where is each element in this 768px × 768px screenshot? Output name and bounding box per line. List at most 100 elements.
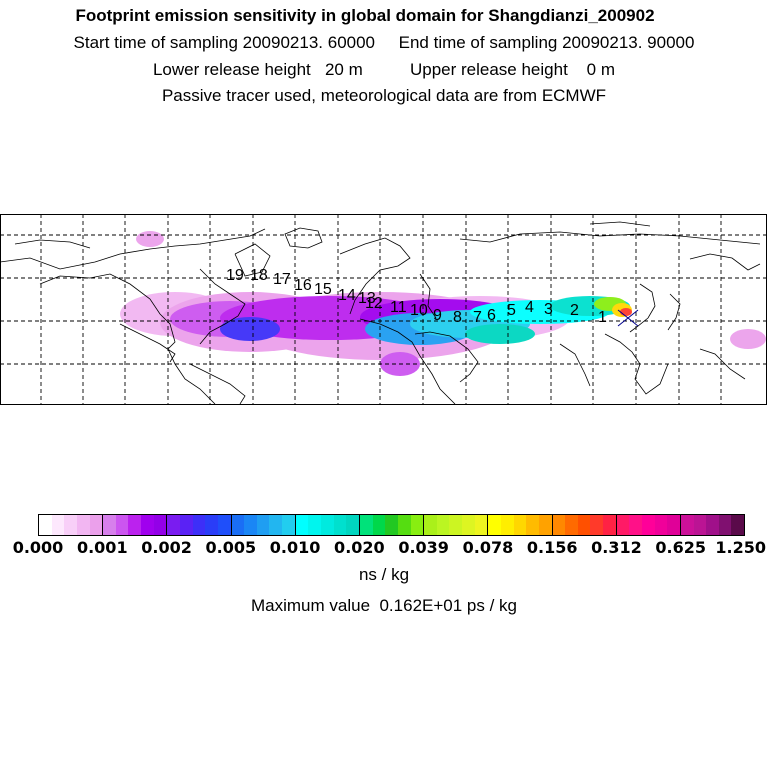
colorbar-swatch: [39, 515, 52, 535]
colorbar: [38, 514, 745, 536]
trajectory-label: 6: [487, 307, 496, 324]
colorbar-swatch: [167, 515, 181, 535]
graticule: [0, 214, 766, 404]
colorbar-segment: [166, 515, 231, 535]
colorbar-segment: [679, 515, 745, 535]
colorbar-swatch: [500, 515, 514, 535]
colorbar-swatch: [153, 515, 167, 535]
colorbar-swatch: [629, 515, 642, 535]
colorbar-ticks: 0.000 0.001 0.002 0.005 0.010 0.020 0.039 0.078…: [0, 538, 768, 560]
map-title: Footprint emission sensitivity in global…: [75, 6, 655, 25]
colorbar-segment: [487, 515, 552, 535]
colorbar-swatch: [538, 515, 552, 535]
colorbar-swatch: [667, 515, 680, 535]
colorbar-swatch: [513, 515, 527, 535]
footprint-map: 1 2 3 4 5 6 7 8 9 10 11 12 13 14 15 16 1…: [0, 214, 767, 405]
colorbar-swatch: [180, 515, 193, 535]
colorbar-swatch: [346, 515, 359, 535]
colorbar-swatch: [64, 515, 77, 535]
trajectory-label: 10: [410, 302, 428, 319]
colorbar-segment: [294, 515, 359, 535]
sensitivity-plume: [120, 231, 766, 376]
colorbar-swatch: [76, 515, 90, 535]
colorbar-swatch: [488, 515, 501, 535]
trajectory-label: 16: [294, 277, 312, 294]
receptor-marker: [617, 309, 639, 327]
trajectory-label: 2: [570, 302, 579, 319]
coastlines: [0, 221, 761, 404]
colorbar-swatch: [385, 515, 398, 535]
trajectory-label: 19: [226, 267, 244, 284]
map-frame: [0, 214, 767, 405]
colorbar-swatch: [282, 515, 295, 535]
colorbar-swatch: [577, 515, 591, 535]
sampling-time-line: Start time of sampling 20090213. 60000 E…: [73, 33, 695, 52]
colorbar-swatch: [372, 515, 386, 535]
colorbar-swatch: [217, 515, 231, 535]
colorbar-swatch: [474, 515, 488, 535]
colorbar-tick-label: 1.250: [715, 538, 766, 557]
trajectory-label: 17: [273, 271, 291, 288]
colorbar-swatch: [641, 515, 655, 535]
colorbar-swatch: [603, 515, 616, 535]
colorbar-swatch: [718, 515, 732, 535]
colorbar-swatch: [706, 515, 719, 535]
colorbar-swatch: [731, 515, 745, 535]
colorbar-swatch: [436, 515, 450, 535]
colorbar-tick-label: 0.010: [269, 538, 321, 557]
colorbar-tick-label: 0.039: [398, 538, 449, 557]
colorbar-swatch: [231, 515, 245, 535]
colorbar-segment: [358, 515, 424, 535]
colorbar-swatch: [693, 515, 707, 535]
colorbar-swatch: [308, 515, 322, 535]
colorbar-swatch: [256, 515, 270, 535]
colorbar-swatch: [103, 515, 116, 535]
colorbar-swatch: [205, 515, 218, 535]
colorbar-tick-label: 0.002: [141, 538, 192, 557]
colorbar-swatch: [89, 515, 103, 535]
colorbar-swatch: [462, 515, 475, 535]
colorbar-tick-label: 0.005: [205, 538, 257, 557]
colorbar-tick-label: 0.001: [76, 538, 128, 557]
colorbar-segment: [423, 515, 488, 535]
maximum-value-line: Maximum value 0.162E+01 ps / kg: [251, 596, 517, 615]
colorbar-swatch: [680, 515, 694, 535]
colorbar-swatch: [397, 515, 411, 535]
colorbar-segment: [615, 515, 680, 535]
colorbar-swatch: [616, 515, 630, 535]
trajectory-label: 11: [390, 299, 407, 316]
colorbar-swatch: [115, 515, 129, 535]
colorbar-swatch: [424, 515, 437, 535]
trajectory-label: 4: [525, 299, 534, 316]
colorbar-tick-label: 0.078: [462, 538, 514, 557]
colorbar-swatch: [359, 515, 373, 535]
colorbar-tick-label: 0.312: [591, 538, 642, 557]
trajectory-label: 7: [473, 309, 482, 326]
colorbar-swatch: [333, 515, 347, 535]
colorbar-segment: [39, 515, 103, 535]
colorbar-swatch: [654, 515, 668, 535]
colorbar-swatch: [449, 515, 463, 535]
trajectory-label: 9: [433, 307, 442, 324]
trajectory-label: 1: [598, 309, 607, 326]
trajectory-label: 14: [338, 287, 356, 304]
trajectory-label: 18: [250, 267, 268, 284]
trajectory-label: 5: [507, 302, 516, 319]
colorbar-swatch: [141, 515, 154, 535]
colorbar-swatch: [269, 515, 283, 535]
colorbar-swatch: [526, 515, 539, 535]
colorbar-swatch: [192, 515, 206, 535]
tracer-info-line: Passive tracer used, meteorological data…: [161, 86, 607, 105]
colorbar-tick-label: 0.000: [12, 538, 64, 557]
trajectory-label: 13: [358, 290, 376, 307]
colorbar-tick-label: 0.625: [655, 538, 707, 557]
colorbar-segment: [551, 515, 616, 535]
colorbar-swatch: [565, 515, 578, 535]
colorbar-tick-label: 0.156: [526, 538, 578, 557]
colorbar-swatch: [410, 515, 424, 535]
colorbar-swatch: [128, 515, 142, 535]
trajectory-label: 3: [544, 301, 553, 318]
colorbar-swatch: [552, 515, 566, 535]
trajectory-labels: 1 2 3 4 5 6 7 8 9 10 11 12 13 14 15 16 1…: [226, 267, 607, 326]
colorbar-tick-label: 0.020: [334, 538, 385, 557]
